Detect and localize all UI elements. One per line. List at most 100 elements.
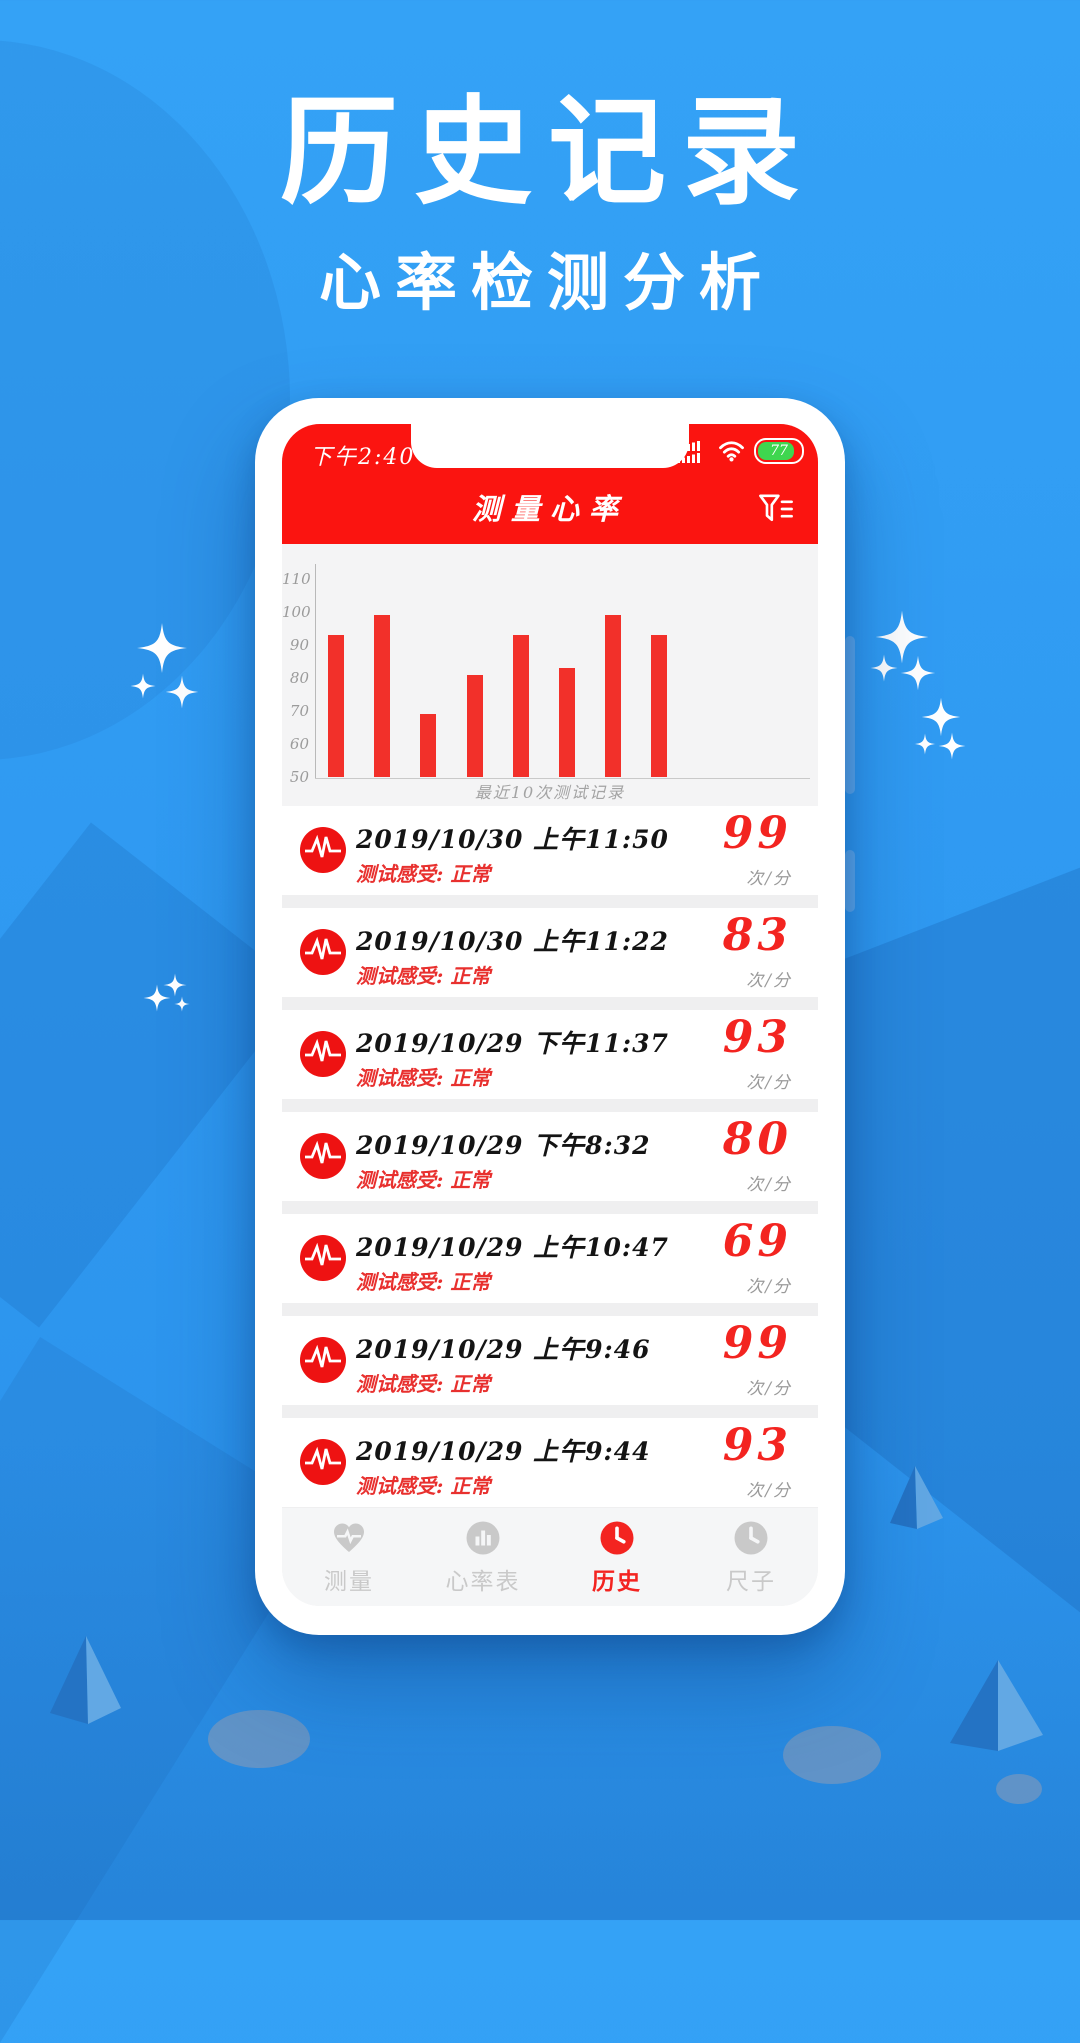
record-row[interactable]: 2019/10/29 上午9:44 测试感受: 正常 93 次/分 xyxy=(282,1418,818,1507)
sparkle-icon xyxy=(140,958,200,1018)
record-row[interactable]: 2019/10/30 上午11:22 测试感受: 正常 83 次/分 xyxy=(282,908,818,997)
pulse-badge xyxy=(300,827,346,873)
chart-bar xyxy=(605,615,622,777)
record-value: 99 xyxy=(722,1318,792,1369)
status-time: 下午2:40 xyxy=(310,445,416,470)
record-row[interactable]: 2019/10/29 下午11:37 测试感受: 正常 93 次/分 xyxy=(282,1010,818,1099)
chart-bar xyxy=(512,635,529,777)
heartbeat-icon xyxy=(305,1038,341,1062)
chart-y-tick: 80 xyxy=(289,669,309,687)
heartbeat-icon xyxy=(305,834,341,858)
record-unit: 次/分 xyxy=(746,1073,792,1093)
heartbeat-icon xyxy=(305,1242,341,1266)
chart-caption: 最近10次测试记录 xyxy=(474,783,626,802)
chart-y-tick: 70 xyxy=(289,702,309,720)
record-value: 93 xyxy=(722,1420,792,1471)
tab-ruler[interactable]: 尺子 xyxy=(684,1508,818,1606)
record-feeling: 测试感受: 正常 xyxy=(356,964,491,988)
heartbeat-icon xyxy=(305,936,341,960)
chart-bar xyxy=(374,615,391,777)
record-unit: 次/分 xyxy=(746,1175,792,1195)
pulse-badge xyxy=(300,929,346,975)
status-icons: 77 xyxy=(677,438,804,464)
tab-label: 历史 xyxy=(592,1569,642,1595)
pulse-badge xyxy=(300,1439,346,1485)
tab-history[interactable]: 历史 xyxy=(550,1508,684,1606)
pyramid-shape xyxy=(46,1634,126,1728)
chart-y-tick: 60 xyxy=(289,735,309,753)
pyramid-shape xyxy=(946,1656,1046,1754)
bar-chart-icon xyxy=(466,1521,500,1555)
record-feeling: 测试感受: 正常 xyxy=(356,862,491,886)
record-value: 93 xyxy=(722,1012,792,1063)
record-row[interactable]: 2019/10/29 上午10:47 测试感受: 正常 69 次/分 xyxy=(282,1214,818,1303)
tab-label: 尺子 xyxy=(726,1569,776,1595)
chart-bar xyxy=(559,668,575,777)
app-header-area: 下午2:40 xyxy=(282,424,818,544)
heart-pulse-icon xyxy=(334,1523,364,1552)
record-row[interactable]: 2019/10/30 上午11:50 测试感受: 正常 99 次/分 xyxy=(282,806,818,895)
heartbeat-icon xyxy=(305,1446,341,1470)
record-date: 2019/10/29 下午8:32 xyxy=(356,1131,651,1160)
battery-icon: 77 xyxy=(754,438,804,464)
phone-side-button xyxy=(845,850,855,912)
record-unit: 次/分 xyxy=(746,971,792,991)
record-unit: 次/分 xyxy=(746,1379,792,1399)
chart-bar xyxy=(651,635,668,777)
sparkle-icon xyxy=(116,600,226,720)
record-value: 69 xyxy=(722,1216,792,1267)
phone-notch xyxy=(411,424,689,468)
heart-rate-chart: 最近10次测试记录 110 100 90 80 70 60 50 xyxy=(282,544,818,806)
phone-screen: 下午2:40 xyxy=(282,424,818,1606)
record-row[interactable]: 2019/10/29 下午8:32 测试感受: 正常 80 次/分 xyxy=(282,1112,818,1201)
filter-button[interactable] xyxy=(758,492,794,528)
pulse-badge xyxy=(300,1337,346,1383)
chart-x-axis xyxy=(315,778,810,779)
puddle-shape xyxy=(996,1774,1042,1804)
battery-percent: 77 xyxy=(770,443,788,459)
phone-mockup: 下午2:40 xyxy=(255,398,845,1635)
record-unit: 次/分 xyxy=(746,1481,792,1501)
app-title: 测量心率 xyxy=(471,492,628,526)
phone-side-button xyxy=(845,636,855,794)
puddle-shape xyxy=(208,1710,310,1768)
pulse-badge xyxy=(300,1133,346,1179)
tab-label: 心率表 xyxy=(445,1569,521,1595)
wifi-icon xyxy=(719,441,744,462)
tab-measure[interactable]: 测量 xyxy=(282,1508,416,1606)
clock-icon xyxy=(600,1521,634,1555)
pulse-badge xyxy=(300,1235,346,1281)
chart-bars xyxy=(316,579,810,777)
pulse-badge xyxy=(300,1031,346,1077)
record-date: 2019/10/30 上午11:22 xyxy=(356,927,669,956)
chart-bar xyxy=(328,635,344,777)
filter-icon xyxy=(759,494,793,522)
chart-y-tick: 90 xyxy=(289,636,309,654)
record-date: 2019/10/29 上午9:46 xyxy=(356,1335,651,1364)
record-date: 2019/10/30 上午11:50 xyxy=(356,825,669,854)
battery-fill xyxy=(758,442,794,460)
record-date: 2019/10/29 下午11:37 xyxy=(356,1029,669,1058)
record-feeling: 测试感受: 正常 xyxy=(356,1372,491,1396)
clock-icon xyxy=(734,1521,768,1555)
chart-y-axis xyxy=(315,564,316,779)
page-subtitle: 心率检测分析 xyxy=(318,246,775,319)
chart-y-tick: 110 xyxy=(282,570,311,588)
tab-label: 测量 xyxy=(324,1569,374,1595)
record-feeling: 测试感受: 正常 xyxy=(356,1168,491,1192)
record-unit: 次/分 xyxy=(746,1277,792,1297)
record-feeling: 测试感受: 正常 xyxy=(356,1270,491,1294)
chart-bar xyxy=(466,675,483,777)
record-unit: 次/分 xyxy=(746,869,792,889)
tab-bar: 测量 心率表 xyxy=(282,1508,818,1606)
heartbeat-icon xyxy=(305,1140,341,1164)
heartbeat-icon xyxy=(305,1344,341,1368)
tab-heart-rate-table[interactable]: 心率表 xyxy=(416,1508,550,1606)
record-date: 2019/10/29 上午10:47 xyxy=(356,1233,669,1262)
chart-bar xyxy=(420,714,437,777)
record-row[interactable]: 2019/10/29 上午9:46 测试感受: 正常 99 次/分 xyxy=(282,1316,818,1405)
chart-y-tick: 100 xyxy=(282,603,311,621)
sparkle-icon xyxy=(858,588,978,778)
record-value: 83 xyxy=(722,910,792,961)
record-date: 2019/10/29 上午9:44 xyxy=(356,1437,651,1466)
